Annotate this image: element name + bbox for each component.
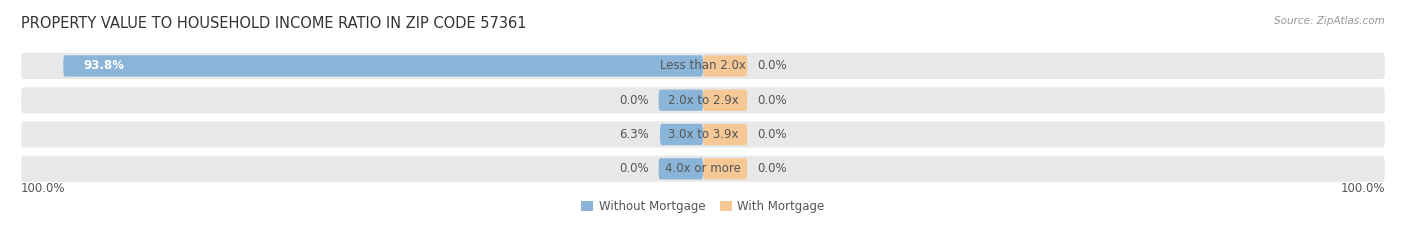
FancyBboxPatch shape: [703, 90, 748, 111]
Legend: Without Mortgage, With Mortgage: Without Mortgage, With Mortgage: [576, 195, 830, 218]
Text: 2.0x to 2.9x: 2.0x to 2.9x: [668, 94, 738, 107]
FancyBboxPatch shape: [703, 158, 748, 179]
Text: 0.0%: 0.0%: [758, 128, 787, 141]
Text: 0.0%: 0.0%: [619, 162, 648, 175]
FancyBboxPatch shape: [658, 158, 703, 179]
Text: 0.0%: 0.0%: [758, 162, 787, 175]
Text: 100.0%: 100.0%: [21, 182, 66, 195]
Text: 0.0%: 0.0%: [758, 59, 787, 72]
FancyBboxPatch shape: [658, 90, 703, 111]
FancyBboxPatch shape: [21, 156, 1385, 182]
FancyBboxPatch shape: [21, 87, 1385, 113]
Text: 0.0%: 0.0%: [619, 94, 648, 107]
Text: 93.8%: 93.8%: [84, 59, 125, 72]
FancyBboxPatch shape: [659, 124, 703, 145]
FancyBboxPatch shape: [703, 124, 748, 145]
Text: 4.0x or more: 4.0x or more: [665, 162, 741, 175]
Text: PROPERTY VALUE TO HOUSEHOLD INCOME RATIO IN ZIP CODE 57361: PROPERTY VALUE TO HOUSEHOLD INCOME RATIO…: [21, 16, 527, 31]
FancyBboxPatch shape: [703, 55, 748, 77]
Text: 6.3%: 6.3%: [619, 128, 648, 141]
FancyBboxPatch shape: [21, 121, 1385, 147]
Text: 0.0%: 0.0%: [758, 94, 787, 107]
FancyBboxPatch shape: [21, 53, 1385, 79]
Text: 100.0%: 100.0%: [1340, 182, 1385, 195]
Text: 3.0x to 3.9x: 3.0x to 3.9x: [668, 128, 738, 141]
FancyBboxPatch shape: [63, 55, 703, 77]
Text: Less than 2.0x: Less than 2.0x: [659, 59, 747, 72]
Text: Source: ZipAtlas.com: Source: ZipAtlas.com: [1274, 16, 1385, 26]
